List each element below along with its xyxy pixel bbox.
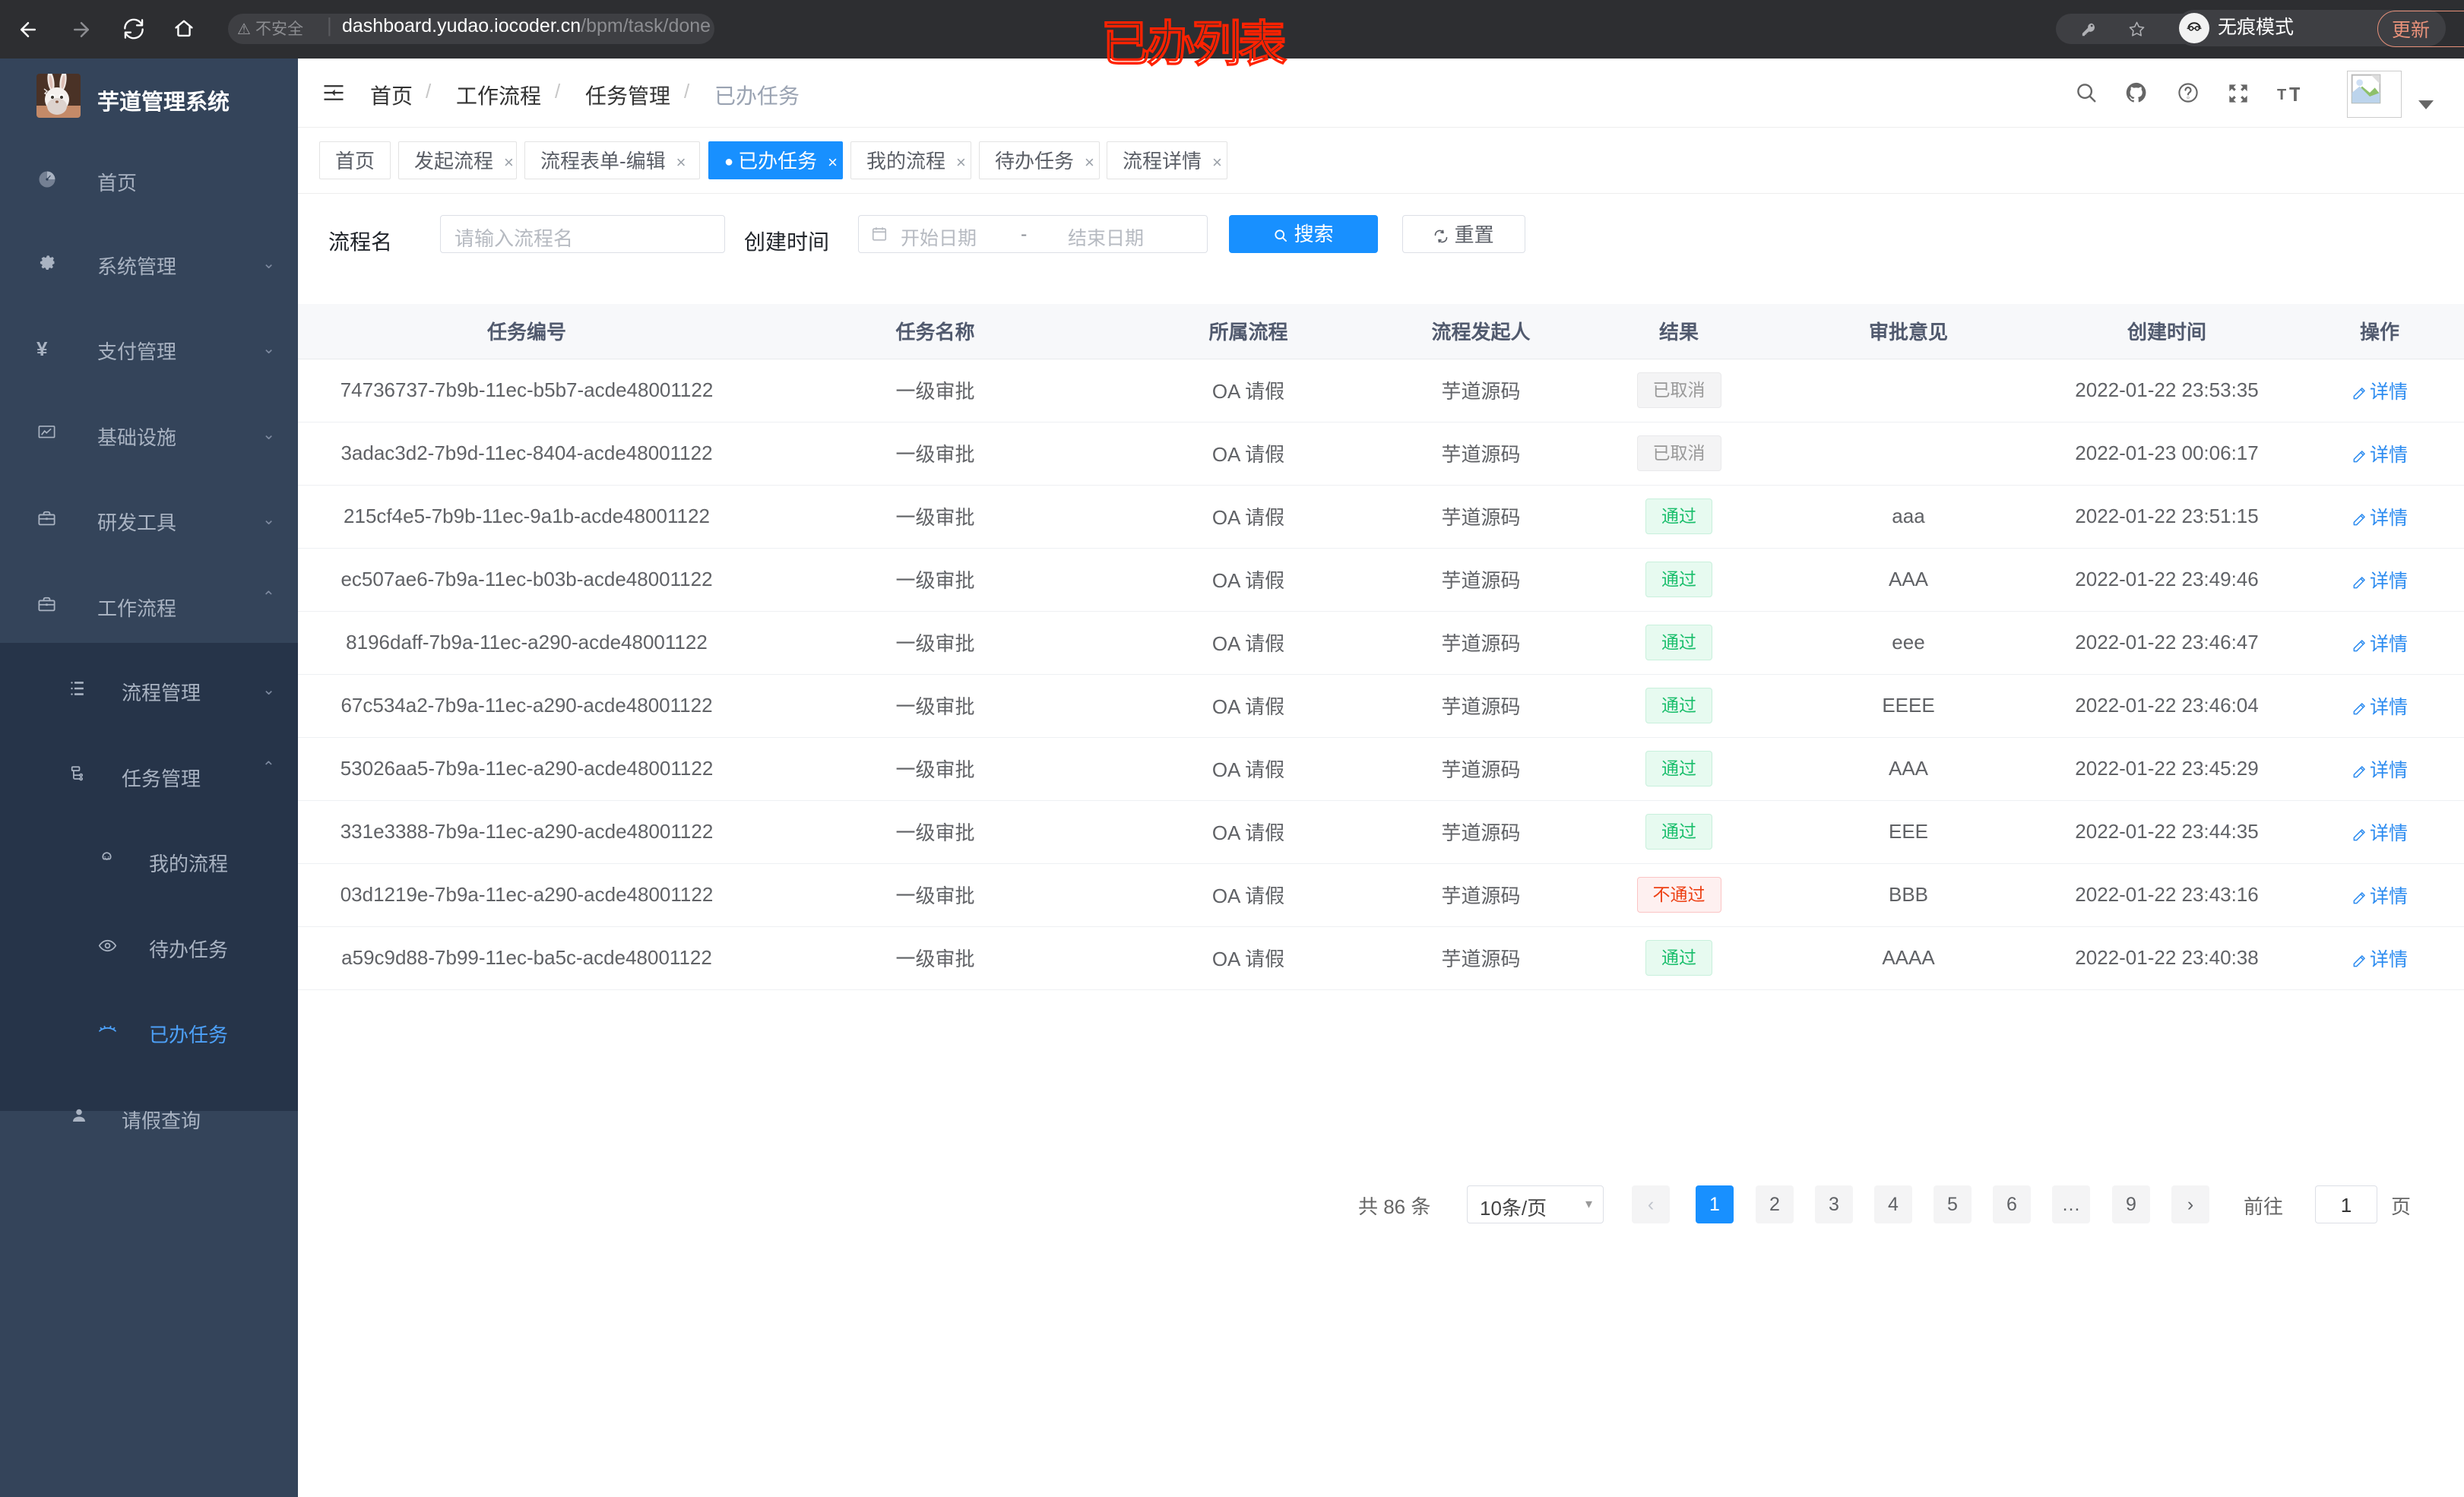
svg-text:T: T — [2277, 87, 2286, 103]
svg-text:T: T — [2289, 83, 2300, 104]
